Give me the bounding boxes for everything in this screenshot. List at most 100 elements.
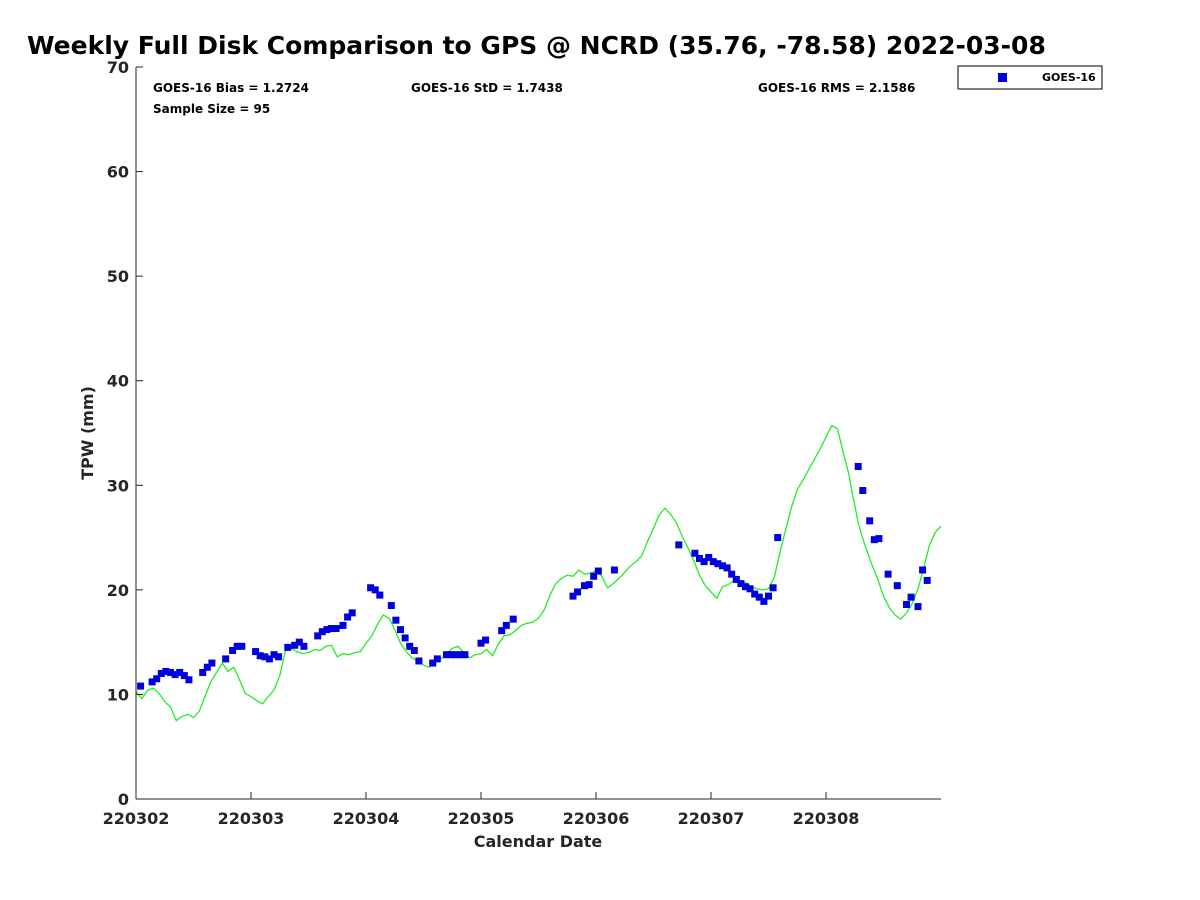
- goes16-data-point: [429, 659, 437, 667]
- goes16-data-point: [854, 462, 862, 470]
- goes16-data-point: [907, 593, 915, 601]
- goes16-data-point: [265, 655, 273, 663]
- goes16-data-point: [732, 575, 740, 583]
- goes16-data-point: [157, 670, 165, 678]
- goes16-data-point: [705, 553, 713, 561]
- y-axis-label: TPW (mm): [78, 386, 97, 480]
- goes16-data-point: [291, 641, 299, 649]
- goes16-data-point: [893, 582, 901, 590]
- x-tick-label: 220306: [563, 809, 630, 828]
- y-tick-label: 10: [107, 685, 129, 704]
- y-tick-label: 40: [107, 372, 129, 391]
- goes16-data-point: [760, 597, 768, 605]
- goes16-data-point: [180, 672, 188, 680]
- goes16-data-point: [447, 651, 455, 659]
- goes16-data-point: [919, 566, 927, 574]
- goes16-data-point: [332, 625, 340, 633]
- goes16-data-point: [203, 663, 211, 671]
- goes16-data-point: [328, 625, 335, 633]
- legend-box: [957, 65, 1103, 90]
- goes16-data-point: [569, 592, 577, 600]
- chart-title: Weekly Full Disk Comparison to GPS @ NCR…: [27, 31, 1046, 60]
- goes16-data-point: [222, 655, 230, 663]
- goes16-data-point: [252, 648, 260, 656]
- goes16-data-point: [709, 558, 717, 566]
- sample-size-stat: Sample Size = 95: [153, 102, 270, 116]
- gps-series-line: [135, 424, 942, 722]
- goes16-data-point: [410, 647, 418, 655]
- goes16-data-point: [875, 535, 883, 543]
- goes16-data-point: [376, 591, 384, 599]
- goes16-data-point: [371, 586, 379, 594]
- rms-stat: GOES-16 RMS = 2.1586: [758, 81, 915, 95]
- goes16-data-point: [397, 626, 404, 634]
- goes16-data-point: [153, 675, 161, 683]
- x-tick-label: 220302: [103, 809, 170, 828]
- goes16-data-point: [233, 642, 241, 650]
- goes16-data-point: [903, 600, 910, 608]
- goes16-data-point: [610, 566, 618, 574]
- legend-marker: [998, 73, 1007, 82]
- goes16-data-point: [339, 621, 347, 629]
- y-tick-label: 60: [107, 163, 129, 182]
- goes16-data-point: [574, 588, 582, 596]
- goes16-data-point: [314, 632, 322, 640]
- goes16-data-point: [137, 682, 145, 690]
- goes16-data-point: [323, 626, 331, 634]
- legend-label: GOES-16: [1042, 71, 1096, 84]
- goes16-data-point: [406, 642, 414, 650]
- goes16-data-point: [392, 616, 400, 624]
- goes16-data-point: [256, 652, 264, 660]
- goes16-data-point: [275, 653, 283, 661]
- goes16-data-point: [866, 517, 874, 525]
- goes16-data-point: [719, 562, 726, 570]
- goes16-data-point: [284, 643, 292, 651]
- goes16-data-point: [387, 602, 395, 610]
- goes16-data-point: [148, 678, 156, 686]
- goes16-data-point: [185, 676, 193, 684]
- goes16-data-point: [691, 549, 699, 557]
- goes16-data-point: [167, 668, 174, 676]
- goes16-data-point: [199, 668, 207, 676]
- y-tick-label: 50: [107, 267, 129, 286]
- y-tick-label: 20: [107, 581, 129, 600]
- axes: 0 10 20 30 40 50 60 70 220302 220303 220304 220305 2…: [103, 58, 941, 828]
- y-tick-label: 70: [107, 58, 129, 77]
- goes16-data-point: [367, 584, 375, 592]
- goes16-data-point: [742, 583, 749, 591]
- goes16-data-point: [585, 581, 593, 589]
- goes16-data-point: [348, 609, 356, 617]
- goes16-data-point: [509, 615, 517, 623]
- goes16-data-point: [415, 657, 423, 665]
- goes16-data-point: [238, 642, 246, 650]
- goes16-data-point: [700, 558, 708, 566]
- goes16-data-point: [884, 570, 892, 578]
- x-tick-label: 220303: [218, 809, 285, 828]
- goes16-data-point: [765, 592, 772, 600]
- goes16-data-point: [162, 667, 170, 675]
- goes16-data-point: [859, 487, 867, 495]
- goes16-data-point: [208, 659, 216, 667]
- goes16-data-point: [456, 651, 464, 659]
- goes16-data-point: [746, 585, 754, 593]
- goes16-data-point: [914, 603, 922, 611]
- goes16-data-point: [229, 647, 237, 655]
- legend: GOES-16: [957, 65, 1103, 90]
- goes16-data-point: [696, 554, 703, 562]
- goes16-data-point: [433, 655, 441, 663]
- goes16-data-point: [318, 628, 326, 636]
- goes16-data-point: [594, 567, 602, 575]
- goes16-data-point: [675, 541, 683, 549]
- goes16-data-point: [270, 651, 278, 659]
- goes16-data-point: [171, 671, 179, 679]
- goes16-data-point: [300, 642, 308, 650]
- goes16-data-point: [482, 636, 490, 644]
- x-tick-label: 220307: [678, 809, 745, 828]
- x-tick-label: 220305: [448, 809, 515, 828]
- goes16-data-point: [769, 584, 777, 592]
- goes16-data-point: [461, 651, 469, 659]
- goes16-data-point: [443, 651, 450, 659]
- goes16-data-point: [751, 590, 759, 598]
- goes16-data-point: [261, 653, 269, 661]
